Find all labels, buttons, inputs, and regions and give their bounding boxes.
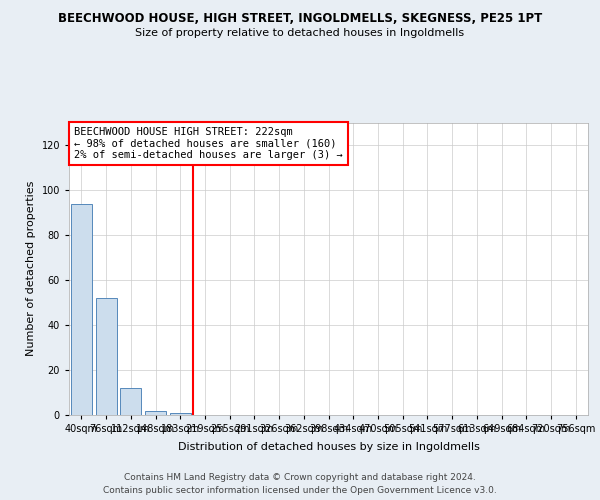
Text: BEECHWOOD HOUSE, HIGH STREET, INGOLDMELLS, SKEGNESS, PE25 1PT: BEECHWOOD HOUSE, HIGH STREET, INGOLDMELL… (58, 12, 542, 26)
Bar (95, 298, 116, 415)
Text: Size of property relative to detached houses in Ingoldmells: Size of property relative to detached ho… (136, 28, 464, 38)
Bar (145, 410, 166, 415)
X-axis label: Distribution of detached houses by size in Ingoldmells: Distribution of detached houses by size … (178, 442, 479, 452)
Text: Contains HM Land Registry data © Crown copyright and database right 2024.: Contains HM Land Registry data © Crown c… (124, 472, 476, 482)
Bar (120, 388, 141, 415)
Y-axis label: Number of detached properties: Number of detached properties (26, 181, 36, 356)
Bar (170, 413, 191, 415)
Text: Contains public sector information licensed under the Open Government Licence v3: Contains public sector information licen… (103, 486, 497, 495)
Text: BEECHWOOD HOUSE HIGH STREET: 222sqm
← 98% of detached houses are smaller (160)
2: BEECHWOOD HOUSE HIGH STREET: 222sqm ← 98… (74, 127, 343, 160)
Bar (71, 204, 92, 415)
